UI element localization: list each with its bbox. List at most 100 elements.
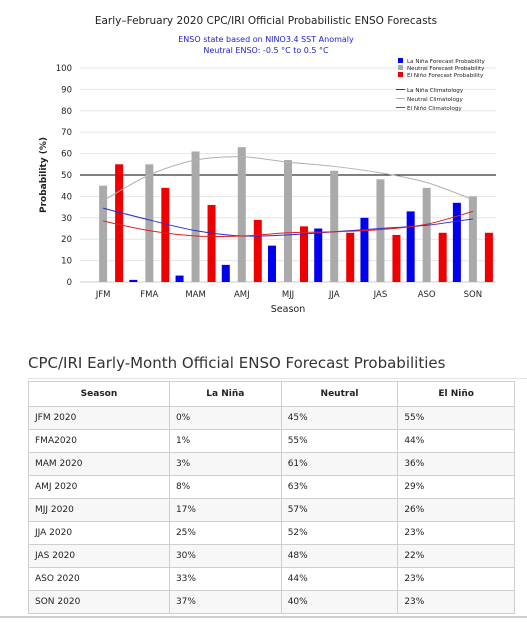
y-tick-label: 100: [56, 64, 72, 74]
chart-title: Early–February 2020 CPC/IRI Official Pro…: [95, 15, 437, 27]
y-axis-title: Probability (%): [39, 137, 49, 213]
bar: [360, 217, 369, 282]
x-tick-label: FMA: [140, 290, 158, 300]
bar: [253, 219, 262, 282]
table-row: ASO 2020 33% 44% 23%: [28, 567, 515, 591]
legend-swatch: [398, 65, 403, 70]
season-cell: JAS 2020: [28, 544, 170, 568]
bar: [406, 211, 415, 282]
climatology-line: [103, 210, 474, 238]
bottom-divider: [0, 616, 527, 618]
x-tick-label: JJA: [328, 290, 340, 300]
el-nino-cell: 23%: [397, 567, 515, 591]
y-tick-label: 30: [61, 214, 72, 224]
chart-canvas: Early–February 2020 CPC/IRI Official Pro…: [39, 15, 496, 315]
x-tick-label: ASO: [418, 290, 436, 300]
climatology-line: [102, 156, 474, 202]
y-tick-label: 40: [61, 192, 72, 202]
table-row: JFM 2020 0% 45% 55%: [28, 406, 515, 430]
y-tick-label: 0: [67, 278, 72, 288]
table-row: JAS 2020 30% 48% 22%: [28, 544, 515, 568]
legend-label: El Niño Forecast Probability: [407, 73, 484, 79]
la-nina-cell: 25%: [168, 521, 282, 545]
bar: [314, 228, 323, 282]
legend-label: La Niña Forecast Probability: [407, 59, 486, 65]
table-row: AMJ 2020 8% 63% 29%: [28, 475, 515, 499]
legend-label: La Niña Climatology: [407, 88, 464, 94]
y-tick-label: 10: [61, 257, 72, 267]
bar: [330, 170, 339, 282]
bar: [452, 202, 461, 282]
la-nina-cell: 1%: [168, 429, 282, 453]
bar: [207, 204, 216, 282]
x-tick-label: AMJ: [234, 290, 250, 300]
season-cell: MJJ 2020: [28, 498, 170, 522]
season-cell: ASO 2020: [28, 567, 170, 591]
el-nino-cell: 36%: [397, 452, 515, 476]
el-nino-cell: 29%: [397, 475, 515, 499]
x-axis-title: Season: [271, 304, 305, 315]
x-tick-label: JFM: [95, 290, 111, 300]
bar: [484, 232, 493, 282]
column-header-el-nino: El Niño: [397, 381, 515, 407]
la-nina-cell: 37%: [168, 590, 282, 614]
column-header-neutral: Neutral: [280, 381, 399, 407]
chart-subtitle: ENSO state based on NINO3.4 SST Anomaly: [178, 35, 354, 44]
y-tick-label: 80: [61, 107, 72, 117]
y-tick-label: 20: [61, 235, 72, 245]
y-tick-label: 70: [61, 128, 72, 138]
el-nino-cell: 44%: [397, 429, 515, 453]
la-nina-cell: 0%: [168, 406, 282, 430]
table-body: JFM 2020 0% 45% 55% FMA2020 1% 55% 44% MAM 2020 3…: [28, 406, 515, 614]
la-nina-cell: 33%: [168, 567, 282, 591]
neutral-cell: 52%: [280, 521, 399, 545]
enso-forecast-chart: Early–February 2020 CPC/IRI Official Pro…: [39, 15, 496, 315]
bar: [284, 160, 292, 282]
forecast-probability-table: Season La Niña Neutral El Niño JFM 2020 0…: [28, 381, 515, 614]
el-nino-cell: 23%: [397, 590, 515, 614]
legend-label: Neutral Climatology: [407, 97, 463, 103]
table-row: MJJ 2020 17% 57% 26%: [28, 498, 515, 522]
table-row: JJA 2020 25% 52% 23%: [28, 521, 515, 545]
bar: [237, 147, 246, 282]
el-nino-cell: 55%: [397, 406, 515, 430]
bar: [438, 232, 447, 282]
bar: [468, 196, 477, 282]
table-row: MAM 2020 3% 61% 36%: [28, 452, 515, 476]
bar: [221, 264, 230, 282]
bar: [175, 275, 184, 282]
bar: [115, 164, 124, 282]
neutral-cell: 45%: [280, 406, 399, 430]
bar: [129, 279, 138, 282]
bar: [161, 187, 170, 282]
heading-divider: [28, 378, 527, 379]
table-header-row: Season La Niña Neutral El Niño: [28, 381, 515, 407]
bar: [392, 234, 401, 282]
table-heading: CPC/IRI Early-Month Official ENSO Foreca…: [28, 354, 446, 372]
bar: [191, 151, 200, 282]
neutral-cell: 63%: [280, 475, 399, 499]
neutral-cell: 40%: [280, 590, 399, 614]
bar: [300, 226, 308, 282]
la-nina-cell: 30%: [168, 544, 282, 568]
chart-subtitle: Neutral ENSO: -0.5 °C to 0.5 °C: [203, 46, 329, 55]
legend-label: Neutral Forecast Probability: [407, 66, 485, 72]
season-cell: AMJ 2020: [28, 475, 170, 499]
season-cell: SON 2020: [28, 590, 170, 614]
bar: [268, 245, 276, 282]
bar: [376, 179, 385, 282]
column-header-season: Season: [28, 381, 170, 407]
table-row: SON 2020 37% 40% 23%: [28, 590, 515, 614]
neutral-cell: 57%: [280, 498, 399, 522]
column-header-la-nina: La Niña: [168, 381, 282, 407]
bar: [145, 164, 154, 282]
season-cell: JJA 2020: [28, 521, 170, 545]
y-tick-label: 50: [61, 171, 72, 181]
la-nina-cell: 3%: [168, 452, 282, 476]
bar: [99, 185, 108, 282]
la-nina-cell: 8%: [168, 475, 282, 499]
season-cell: MAM 2020: [28, 452, 170, 476]
el-nino-cell: 23%: [397, 521, 515, 545]
x-tick-label: SON: [464, 290, 482, 300]
season-cell: FMA2020: [28, 429, 170, 453]
